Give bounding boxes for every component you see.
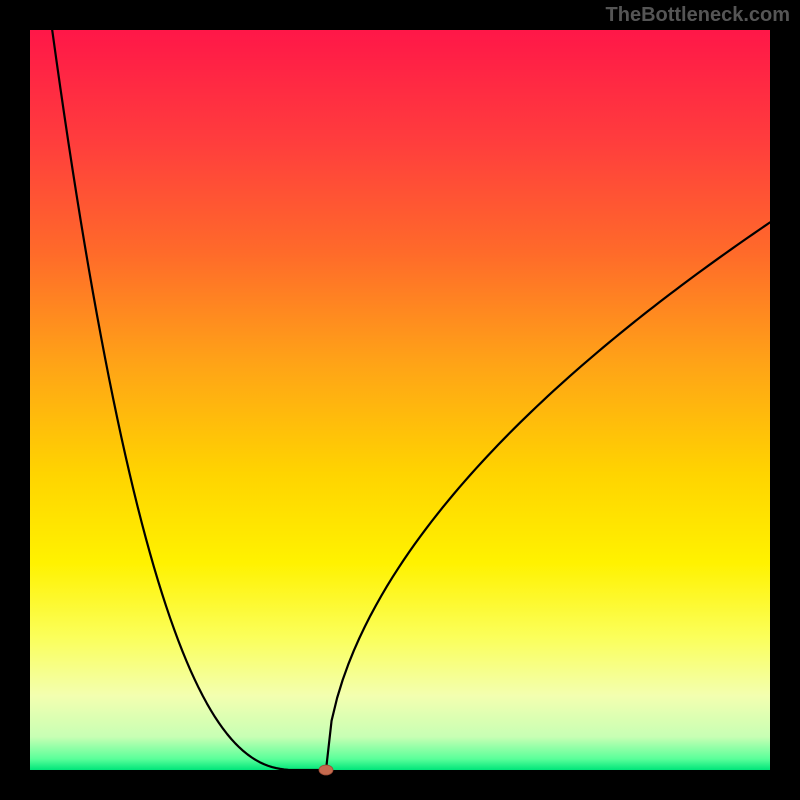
bottleneck-chart — [0, 0, 800, 800]
chart-container: TheBottleneck.com — [0, 0, 800, 800]
watermark-text: TheBottleneck.com — [606, 4, 790, 27]
optimum-marker — [319, 765, 333, 775]
